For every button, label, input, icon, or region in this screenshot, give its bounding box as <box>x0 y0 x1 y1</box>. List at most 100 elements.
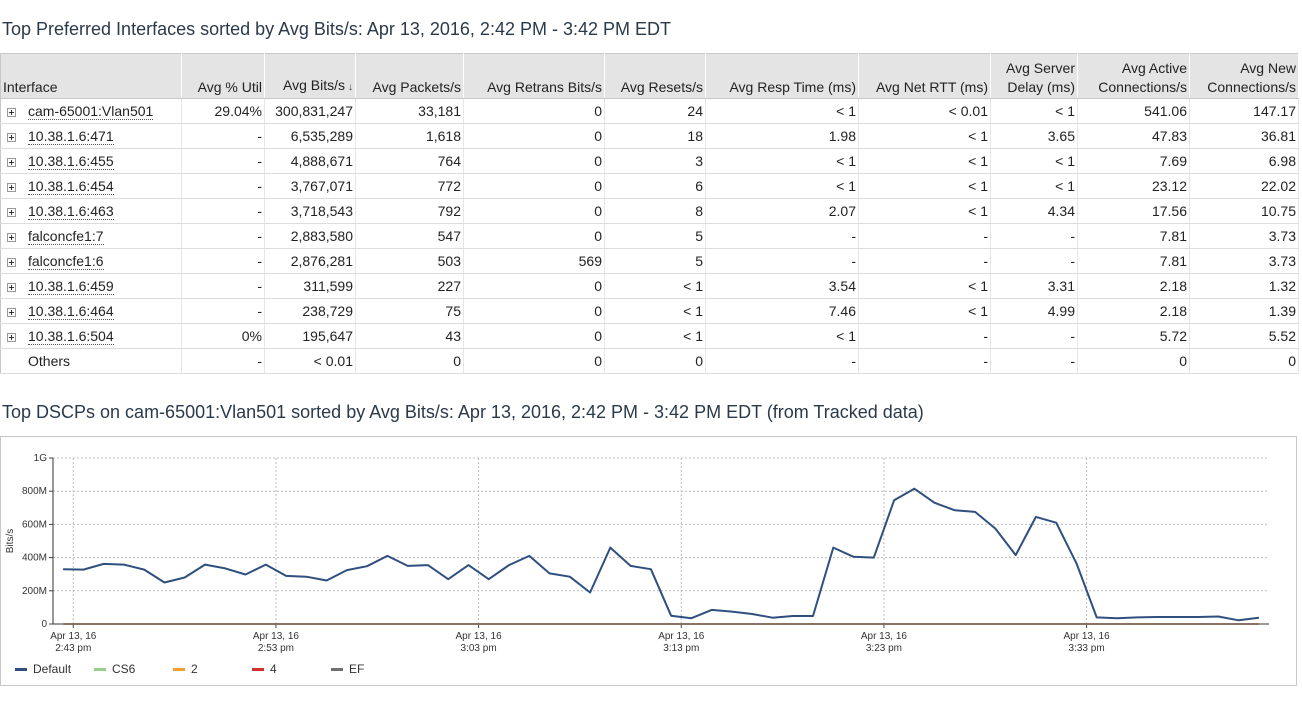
interface-link[interactable]: 10.38.1.6:464 <box>28 303 114 320</box>
legend-swatch <box>331 667 343 671</box>
packets-cell: 43 <box>355 323 464 349</box>
col-header-resets[interactable]: Avg Resets/s <box>604 53 706 99</box>
resets-cell: < 1 <box>604 323 706 349</box>
net-rtt-cell: < 1 <box>858 273 991 299</box>
interface-link[interactable]: falconcfe1:7 <box>28 228 104 245</box>
active-conn-cell: 2.18 <box>1077 298 1190 324</box>
col-header-packets[interactable]: Avg Packets/s <box>355 53 464 99</box>
expand-plus-icon[interactable] <box>7 332 16 342</box>
col-header-util[interactable]: Avg % Util <box>181 53 265 99</box>
expand-plus-icon[interactable] <box>7 307 16 317</box>
net-rtt-cell: < 1 <box>858 123 991 149</box>
new-conn-cell: 10.75 <box>1189 198 1299 224</box>
retrans-cell: 0 <box>463 223 605 249</box>
col-header-active-conn[interactable]: Avg Active Connections/s <box>1077 53 1190 99</box>
interface-link[interactable]: 10.38.1.6:454 <box>28 178 114 195</box>
active-conn-cell: 7.81 <box>1077 248 1190 274</box>
server-delay-cell: - <box>990 248 1078 274</box>
col-header-retrans[interactable]: Avg Retrans Bits/s <box>463 53 605 99</box>
col-header-bits-label: Avg Bits/s <box>283 77 345 93</box>
active-conn-cell: 17.56 <box>1077 198 1190 224</box>
col-header-server-delay-line2: Delay (ms) <box>1007 79 1075 95</box>
interface-link[interactable]: 10.38.1.6:471 <box>28 128 114 145</box>
expand-plus-icon[interactable] <box>7 182 16 192</box>
dscp-chart-panel: 0 200M 400M 600M 800M 1G Apr 13, 16 2:43 pm Apr … <box>0 436 1297 686</box>
others-label: Others <box>28 353 71 369</box>
legend-swatch <box>15 667 27 671</box>
packets-cell: 0 <box>355 348 464 374</box>
x-tick-label-date: Apr 13, 16 <box>861 631 908 642</box>
col-header-new-conn-line2: Connections/s <box>1207 79 1296 95</box>
expand-plus-icon[interactable] <box>7 282 16 292</box>
active-conn-cell: 5.72 <box>1077 323 1190 349</box>
expand-plus-icon[interactable] <box>7 157 16 167</box>
resp-time-cell: 3.54 <box>705 273 859 299</box>
retrans-cell: 0 <box>463 148 605 174</box>
packets-cell: 547 <box>355 223 464 249</box>
retrans-cell: 0 <box>463 298 605 324</box>
util-cell: - <box>181 348 265 374</box>
x-tick-label-time: 3:13 pm <box>663 643 699 654</box>
util-cell: 29.04% <box>181 98 265 124</box>
series-line-default <box>63 487 1260 622</box>
active-conn-cell: 7.69 <box>1077 148 1190 174</box>
bits-cell: 4,888,671 <box>264 148 356 174</box>
server-delay-cell: - <box>990 348 1078 374</box>
active-conn-cell: 541.06 <box>1077 98 1190 124</box>
expand-plus-icon[interactable] <box>7 232 16 242</box>
bits-cell: 2,876,281 <box>264 248 356 274</box>
interface-link[interactable]: 10.38.1.6:463 <box>28 203 114 220</box>
new-conn-cell: 0 <box>1189 348 1299 374</box>
interface-link[interactable]: 10.38.1.6:504 <box>28 328 114 345</box>
legend-item-default[interactable]: Default <box>15 662 94 676</box>
legend-item-2[interactable]: 2 <box>173 662 252 676</box>
resp-time-cell: - <box>705 223 859 249</box>
table-row: falconcfe1:6-2,876,281 503 569 5- - -7.81 3.73 <box>0 248 1299 274</box>
expand-plus-icon[interactable] <box>7 132 16 142</box>
net-rtt-cell: - <box>858 223 991 249</box>
x-tick-label-time: 3:33 pm <box>1069 643 1105 654</box>
col-header-new-conn[interactable]: Avg New Connections/s <box>1189 53 1299 99</box>
server-delay-cell: < 1 <box>990 98 1078 124</box>
table-row: falconcfe1:7-2,883,580 547 0 5- - -7.81 3.73 <box>0 223 1299 249</box>
resp-time-cell: < 1 <box>705 98 859 124</box>
expand-plus-icon[interactable] <box>7 107 16 117</box>
interface-link[interactable]: 10.38.1.6:459 <box>28 278 114 295</box>
resets-cell: 5 <box>604 223 706 249</box>
util-cell: - <box>181 273 265 299</box>
table-row: 10.38.1.6:455-4,888,671 764 0 3 < 1 < 1 < 1 7.6… <box>0 148 1299 174</box>
util-cell: - <box>181 173 265 199</box>
net-rtt-cell: < 1 <box>858 148 991 174</box>
col-header-retrans-label: Avg Retrans Bits/s <box>487 79 602 95</box>
interface-link[interactable]: falconcfe1:6 <box>28 253 104 270</box>
legend-label: Default <box>33 662 72 676</box>
col-header-active-conn-line1: Avg Active <box>1121 60 1187 76</box>
col-header-net-rtt[interactable]: Avg Net RTT (ms) <box>858 53 991 99</box>
interface-cell: 10.38.1.6:459 <box>0 273 182 299</box>
resets-cell: 24 <box>604 98 706 124</box>
resp-time-cell: < 1 <box>705 148 859 174</box>
expand-plus-icon[interactable] <box>7 207 16 217</box>
resets-cell: < 1 <box>604 273 706 299</box>
util-cell: - <box>181 148 265 174</box>
legend-item-4[interactable]: 4 <box>252 662 331 676</box>
net-rtt-cell: < 1 <box>858 298 991 324</box>
col-header-bits[interactable]: Avg Bits/s ↓ <box>264 53 356 99</box>
col-header-server-delay[interactable]: Avg Server Delay (ms) <box>990 53 1078 99</box>
sort-desc-icon: ↓ <box>348 82 353 93</box>
legend-label: 2 <box>191 662 198 676</box>
col-header-resp-time[interactable]: Avg Resp Time (ms) <box>705 53 859 99</box>
col-header-packets-label: Avg Packets/s <box>372 79 461 95</box>
new-conn-cell: 3.73 <box>1189 248 1299 274</box>
chart-title: Top DSCPs on cam-65001:Vlan501 sorted by… <box>2 402 924 422</box>
expand-plus-icon[interactable] <box>7 257 16 267</box>
interface-link[interactable]: cam-65001:Vlan501 <box>28 103 154 120</box>
legend-item-cs6[interactable]: CS6 <box>94 662 173 676</box>
resp-time-cell: - <box>705 348 859 374</box>
col-header-interface[interactable]: Interface <box>0 53 182 99</box>
legend-item-ef[interactable]: EF <box>331 662 410 676</box>
interface-link[interactable]: 10.38.1.6:455 <box>28 153 114 170</box>
y-tick-label: 200M <box>22 586 47 597</box>
new-conn-cell: 36.81 <box>1189 123 1299 149</box>
